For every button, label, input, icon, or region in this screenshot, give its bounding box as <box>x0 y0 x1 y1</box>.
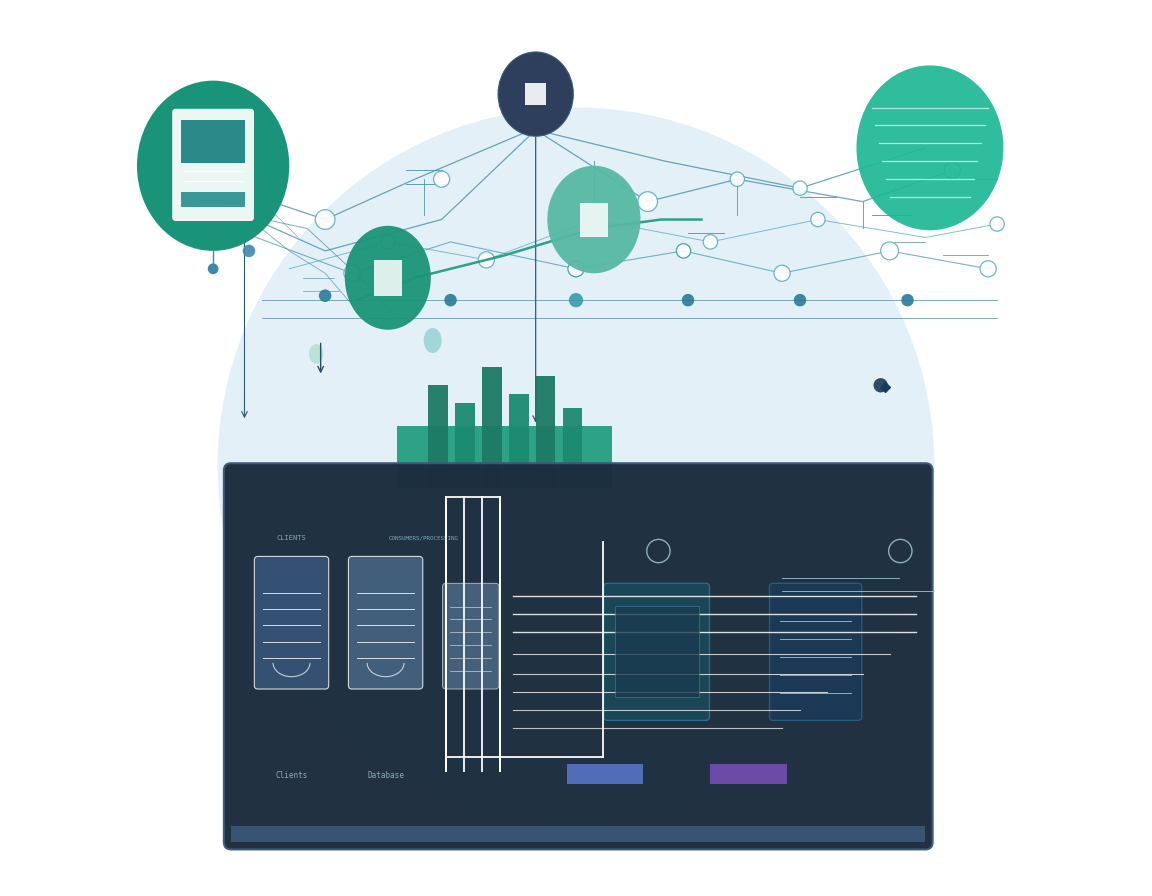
Circle shape <box>319 289 332 302</box>
Bar <box>455 403 475 488</box>
Bar <box>509 394 529 488</box>
Bar <box>181 193 245 207</box>
Text: Database: Database <box>367 771 404 780</box>
FancyBboxPatch shape <box>770 583 862 720</box>
Circle shape <box>243 200 256 212</box>
Circle shape <box>316 210 335 229</box>
Circle shape <box>445 294 457 306</box>
Bar <box>579 203 608 237</box>
Bar <box>562 408 582 488</box>
Circle shape <box>873 378 888 392</box>
Circle shape <box>207 263 219 274</box>
Ellipse shape <box>137 81 289 251</box>
Ellipse shape <box>218 108 934 824</box>
Circle shape <box>794 294 806 306</box>
Circle shape <box>880 242 899 260</box>
Circle shape <box>478 252 494 268</box>
Circle shape <box>380 235 395 249</box>
Circle shape <box>703 235 718 249</box>
Circle shape <box>682 294 695 306</box>
Circle shape <box>730 172 744 186</box>
Circle shape <box>793 181 808 195</box>
Text: CLIENTS: CLIENTS <box>276 535 306 540</box>
FancyBboxPatch shape <box>173 109 253 220</box>
Circle shape <box>344 265 361 281</box>
Bar <box>614 607 699 697</box>
Bar <box>181 120 245 163</box>
Bar <box>429 385 448 488</box>
Circle shape <box>990 217 1005 231</box>
Text: Clients: Clients <box>275 771 308 780</box>
Ellipse shape <box>547 166 641 273</box>
Circle shape <box>568 261 584 277</box>
Ellipse shape <box>424 328 441 353</box>
Ellipse shape <box>344 226 431 330</box>
Bar <box>396 426 612 488</box>
Ellipse shape <box>498 52 574 136</box>
Text: CONSUMERS/PROCESSING: CONSUMERS/PROCESSING <box>388 535 458 540</box>
Circle shape <box>433 171 449 187</box>
Ellipse shape <box>856 65 1003 230</box>
FancyBboxPatch shape <box>442 583 499 689</box>
Bar <box>567 764 643 784</box>
Bar <box>711 764 787 784</box>
FancyBboxPatch shape <box>604 583 710 720</box>
Bar <box>232 826 925 842</box>
Circle shape <box>980 261 996 277</box>
Bar <box>373 260 402 296</box>
Circle shape <box>811 212 825 227</box>
Circle shape <box>774 265 790 281</box>
Point <box>876 380 894 394</box>
Circle shape <box>676 244 691 258</box>
Bar <box>525 83 546 105</box>
Circle shape <box>569 293 583 307</box>
Bar <box>482 367 501 488</box>
FancyBboxPatch shape <box>348 556 423 689</box>
Circle shape <box>901 294 914 306</box>
Circle shape <box>243 245 256 257</box>
Bar <box>536 376 555 488</box>
Circle shape <box>945 162 961 178</box>
Ellipse shape <box>309 344 324 364</box>
FancyBboxPatch shape <box>255 556 328 689</box>
FancyBboxPatch shape <box>223 463 933 849</box>
Circle shape <box>638 192 658 211</box>
